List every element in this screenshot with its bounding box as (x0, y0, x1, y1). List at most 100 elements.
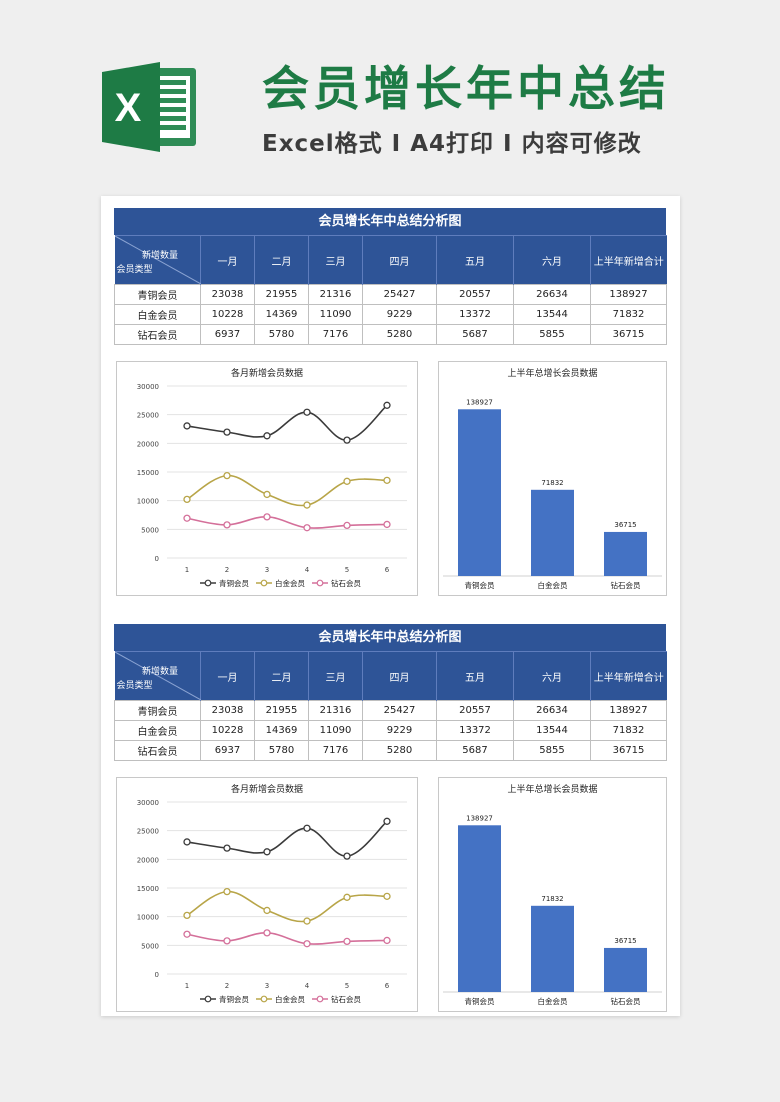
row-label: 白金会员 (114, 304, 201, 325)
page-header: X 会员增长年中总结 Excel格式 I A4打印 I 内容可修改 (0, 0, 780, 200)
table-cell: 5280 (362, 324, 437, 345)
bar-chart-plot: 138927 青铜会员 71832 白金会员 36715 钻石会员 (443, 814, 662, 1006)
data-point (343, 477, 351, 485)
series-line (186, 516, 388, 529)
data-point (303, 524, 311, 532)
table-cell: 9229 (362, 720, 437, 741)
table-title: 会员增长年中总结分析图 (114, 624, 666, 651)
row-label: 钻石会员 (114, 324, 201, 345)
y-tick-label: 15000 (137, 469, 159, 477)
column-header: 一月 (200, 235, 255, 285)
y-tick-label: 5000 (141, 942, 159, 950)
diagonal-corner-header: 新增数量 会员类型 (114, 235, 201, 285)
column-header: 四月 (362, 235, 437, 285)
y-tick-label: 25000 (137, 412, 159, 420)
data-point (183, 422, 191, 430)
series-line (186, 474, 388, 507)
table-cell: 5687 (436, 324, 514, 345)
bar-chart-plot: 138927 青铜会员 71832 白金会员 36715 钻石会员 (443, 398, 662, 590)
x-tick-label: 1 (185, 566, 189, 574)
data-point (383, 476, 391, 484)
data-point (303, 940, 311, 948)
row-label: 白金会员 (114, 720, 201, 741)
data-table: 新增数量 会员类型 一月 二月 三月 四月 五月 六月 上半年新增合计 青铜会员… (114, 235, 667, 345)
x-tick-label: 白金会员 (538, 580, 568, 590)
corner-top-label: 新增数量 (141, 667, 178, 677)
table-cell: 26634 (513, 284, 591, 305)
table-cell: 25427 (362, 284, 437, 305)
bar-value-label: 36715 (614, 521, 636, 529)
data-point (383, 817, 391, 825)
data-point (223, 428, 231, 436)
document-paper: 会员增长年中总结分析图 新增数量 会员类型 一月 二月 三月 四月 五月 六月 … (101, 196, 680, 1016)
bar (604, 947, 647, 992)
table-cell: 23038 (200, 284, 255, 305)
bar-value-label: 36715 (614, 937, 636, 945)
bar-chart: 上半年总增长会员数据 138927 青铜会员 71832 白金会员 36715 钻石会员 (438, 777, 667, 1012)
table-cell: 11090 (308, 304, 363, 325)
table-cell: 36715 (590, 740, 667, 761)
data-point (183, 838, 191, 846)
data-point (183, 911, 191, 920)
x-tick-label: 5 (345, 566, 349, 574)
data-point (183, 514, 191, 522)
data-point (303, 501, 311, 509)
corner-bottom-label: 会员类型 (116, 265, 153, 275)
bar-chart: 上半年总增长会员数据 138927 青铜会员 71832 白金会员 36715 钻石会员 (438, 361, 667, 596)
table-cell: 5855 (513, 324, 591, 345)
diagonal-corner-header: 新增数量 会员类型 (114, 651, 201, 701)
table-cell: 5280 (362, 740, 437, 761)
table-cell: 9229 (362, 304, 437, 325)
table-cell: 71832 (590, 304, 667, 325)
bar (604, 531, 647, 576)
legend-label: 青铜会员 (219, 578, 249, 588)
table-cell: 5687 (436, 740, 514, 761)
table-cell: 21955 (254, 700, 309, 721)
table-cell: 25427 (362, 700, 437, 721)
x-tick-label: 6 (385, 566, 390, 574)
table-row: 白金会员 10228 14369 11090 9229 13372 13544 … (114, 720, 667, 741)
table-cell: 11090 (308, 720, 363, 741)
bar-value-label: 138927 (466, 814, 493, 822)
legend-label: 钻石会员 (331, 994, 361, 1004)
table-cell: 5780 (254, 740, 309, 761)
table-cell: 13372 (436, 304, 514, 325)
page-title: 会员增长年中总结 (262, 62, 670, 117)
data-point (183, 930, 191, 938)
data-point (263, 906, 271, 915)
legend-label: 钻石会员 (331, 578, 361, 588)
data-point (303, 917, 311, 925)
y-tick-label: 0 (155, 555, 159, 563)
data-point (303, 408, 311, 416)
y-tick-label: 30000 (137, 383, 159, 391)
data-point (343, 852, 351, 860)
line-chart-title: 各月新增会员数据 (230, 785, 303, 795)
line-chart: 各月新增会员数据 0 5000 10000 15000 20000 25000 30000 1… (116, 777, 418, 1012)
column-header: 上半年新增合计 (590, 651, 667, 701)
legend-label: 白金会员 (275, 994, 305, 1004)
analysis-section-1: 会员增长年中总结分析图 新增数量 会员类型 一月 二月 三月 四月 五月 六月 … (114, 208, 667, 596)
table-row: 钻石会员 6937 5780 7176 5280 5687 5855 36715 (114, 324, 667, 345)
table-cell: 21316 (308, 700, 363, 721)
column-header: 二月 (254, 235, 309, 285)
column-header: 二月 (254, 651, 309, 701)
x-tick-label: 钻石会员 (611, 996, 641, 1006)
x-tick-label: 青铜会员 (465, 996, 495, 1006)
table-cell: 26634 (513, 700, 591, 721)
x-tick-label: 6 (385, 982, 390, 990)
row-label: 青铜会员 (114, 284, 201, 305)
table-cell: 10228 (200, 720, 255, 741)
data-point (343, 937, 351, 946)
line-chart-plot: 0 5000 10000 15000 20000 25000 30000 1 2 3 4 5 6 青铜会员… (137, 799, 407, 1004)
x-tick-label: 青铜会员 (465, 580, 495, 590)
bar-value-label: 138927 (466, 398, 493, 406)
bar (458, 409, 501, 576)
legend-marker (316, 579, 324, 587)
legend-marker (204, 995, 212, 1003)
data-point (223, 844, 231, 852)
y-tick-label: 15000 (137, 885, 159, 893)
x-tick-label: 4 (305, 982, 310, 990)
column-header: 六月 (513, 651, 591, 701)
x-tick-label: 2 (225, 982, 229, 990)
y-tick-label: 30000 (137, 799, 159, 807)
